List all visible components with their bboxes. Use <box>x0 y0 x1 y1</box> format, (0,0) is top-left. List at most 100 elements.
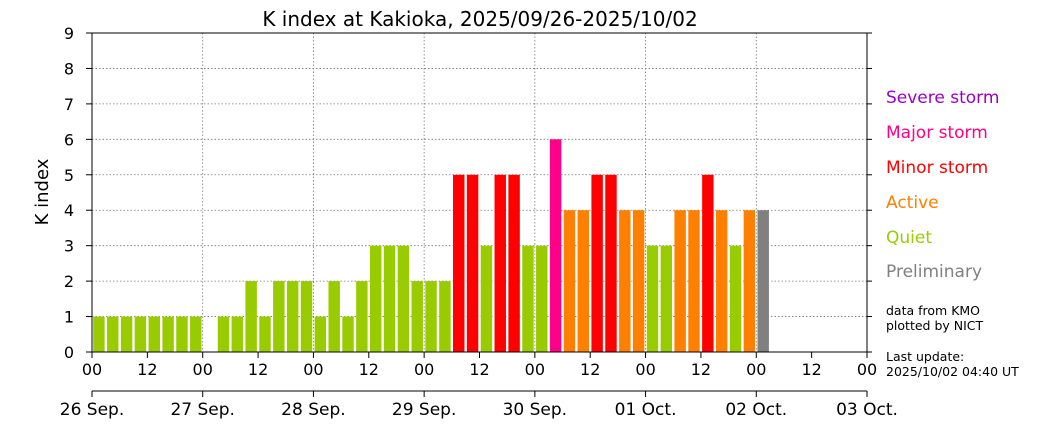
date-tick-label: 01 Oct. <box>615 400 677 420</box>
x-hour-label: 12 <box>137 360 157 379</box>
k-index-bar <box>93 316 105 352</box>
x-hour-label: 12 <box>359 360 379 379</box>
date-tick-label: 29 Sep. <box>392 400 456 420</box>
k-index-bar <box>702 174 714 352</box>
legend-major-storm: Major storm <box>886 123 988 143</box>
x-hour-label: 12 <box>691 360 711 379</box>
k-index-bar <box>107 316 119 352</box>
x-hour-label: 00 <box>857 360 877 379</box>
x-hour-label: 00 <box>746 360 766 379</box>
k-index-bar <box>217 316 230 352</box>
date-tick-label: 30 Sep. <box>503 400 567 420</box>
y-tick-label: 3 <box>64 237 74 256</box>
k-index-bar <box>674 210 686 352</box>
k-index-bar <box>646 245 659 352</box>
k-index-bar <box>757 210 769 352</box>
legend-severe-storm: Severe storm <box>886 88 1000 108</box>
date-tick-label: 26 Sep. <box>60 400 124 420</box>
k-index-bar <box>342 316 354 352</box>
k-index-bar <box>356 281 368 352</box>
y-tick-label: 8 <box>64 59 74 78</box>
k-index-bar <box>314 316 327 352</box>
k-index-bar <box>148 316 160 352</box>
x-hour-label: 12 <box>801 360 821 379</box>
x-hour-label: 00 <box>193 360 213 379</box>
k-index-bar <box>605 174 617 352</box>
k-index-bar <box>245 281 257 352</box>
last-update-time: 2025/10/02 04:40 UT <box>886 364 1019 379</box>
k-index-bar <box>660 245 673 352</box>
bars <box>93 139 867 353</box>
date-tick-label: 02 Oct. <box>725 400 787 420</box>
x-hour-label: 00 <box>82 360 102 379</box>
legend-quiet: Quiet <box>886 228 933 248</box>
k-index-bar <box>715 210 728 352</box>
k-index-bar <box>453 174 465 352</box>
k-index-bar <box>688 210 700 352</box>
k-index-bar <box>273 281 285 352</box>
last-update-label: Last update: <box>886 349 965 364</box>
data-source-note: data from KMO plotted by NICT <box>886 303 983 333</box>
k-index-bar <box>259 316 271 352</box>
k-index-bar <box>549 139 562 352</box>
last-update-note: Last update: 2025/10/02 04:40 UT <box>886 349 1019 379</box>
date-tick-label: 27 Sep. <box>170 400 234 420</box>
k-index-bar <box>729 245 742 352</box>
k-index-bar <box>383 245 396 352</box>
x-hour-label: 12 <box>469 360 489 379</box>
k-index-bar <box>480 245 493 352</box>
k-index-bar <box>466 174 479 352</box>
k-index-bar <box>328 281 340 352</box>
k-index-bar <box>300 281 313 352</box>
axes <box>86 32 872 397</box>
data-source-line: data from KMO <box>886 303 981 318</box>
k-index-bar <box>176 316 188 352</box>
y-tick-label: 6 <box>64 130 74 149</box>
k-index-bar <box>743 210 756 352</box>
y-tick-label: 0 <box>64 343 74 362</box>
date-tick-label: 03 Oct. <box>836 400 898 420</box>
k-index-bar <box>162 316 174 352</box>
k-index-bar <box>522 245 534 352</box>
x-hour-label: 12 <box>580 360 600 379</box>
y-tick-label: 7 <box>64 95 74 114</box>
y-axis-label: K index <box>32 158 53 225</box>
k-index-bar <box>397 245 410 352</box>
y-tick-label: 4 <box>64 201 74 220</box>
y-tick-label: 5 <box>64 166 74 185</box>
y-tick-label: 9 <box>64 24 74 43</box>
k-index-bar <box>231 316 244 352</box>
x-hour-label: 00 <box>303 360 323 379</box>
k-index-bar <box>369 245 382 352</box>
k-index-bar <box>120 316 133 352</box>
k-index-bar <box>536 245 548 352</box>
k-index-bar <box>591 174 603 352</box>
k-index-bar <box>577 210 590 352</box>
k-index-bar <box>494 174 506 352</box>
k-index-bar <box>425 281 437 352</box>
k-index-bar <box>286 281 299 352</box>
k-index-bar <box>508 174 520 352</box>
k-index-bar <box>619 210 631 352</box>
k-index-bar <box>190 316 202 352</box>
y-tick-label: 2 <box>64 272 74 291</box>
plotted-by-line: plotted by NICT <box>886 318 984 333</box>
legend-preliminary: Preliminary <box>886 262 982 282</box>
k-index-bar <box>411 281 423 352</box>
chart-title: K index at Kakioka, 2025/09/26-2025/10/0… <box>262 7 697 31</box>
k-index-bar <box>134 316 147 352</box>
legend-active: Active <box>886 193 939 213</box>
x-hour-label: 00 <box>635 360 655 379</box>
legend-minor-storm: Minor storm <box>886 158 989 178</box>
y-tick-label: 1 <box>64 308 74 327</box>
x-hour-label: 12 <box>248 360 268 379</box>
x-hour-label: 00 <box>414 360 434 379</box>
k-index-bar <box>632 210 645 352</box>
k-index-bar <box>439 281 451 352</box>
date-tick-label: 28 Sep. <box>281 400 345 420</box>
k-index-bar <box>563 210 576 352</box>
x-hour-label: 00 <box>525 360 545 379</box>
